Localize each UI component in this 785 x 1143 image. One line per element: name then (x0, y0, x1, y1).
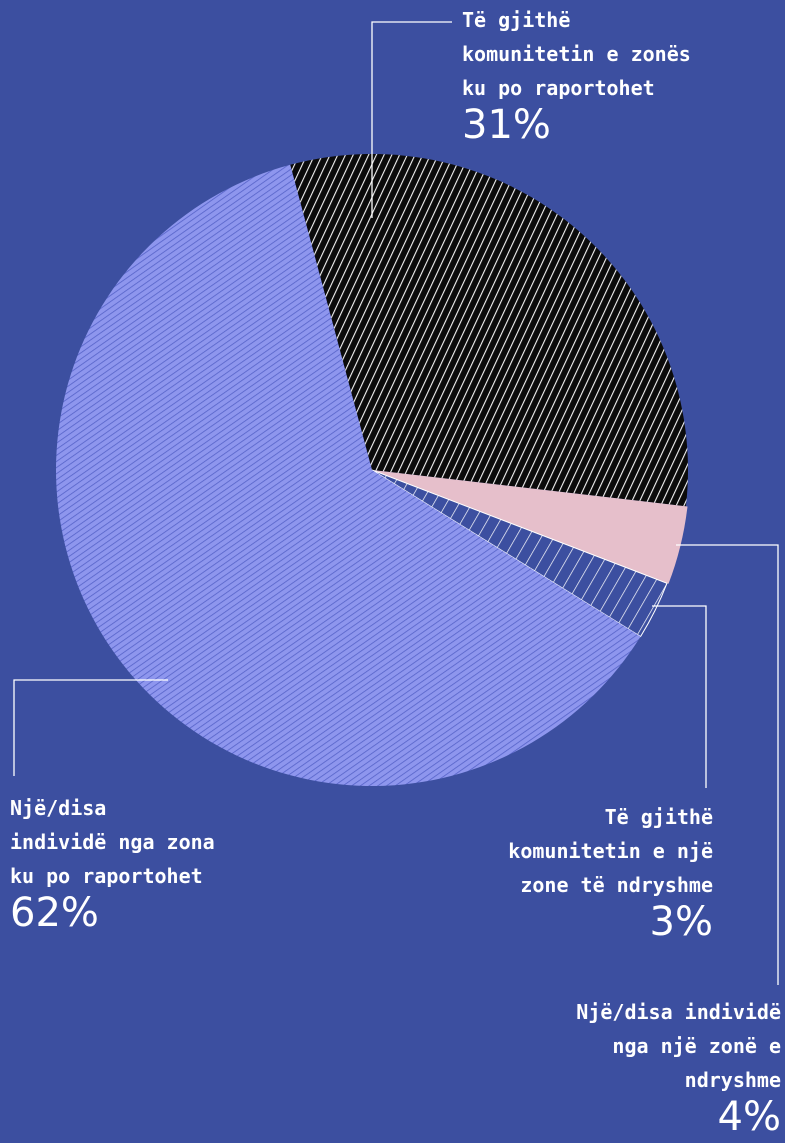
leader-individuals-local (13, 679, 168, 776)
pct-individuals-other: 4% (717, 1094, 781, 1140)
slice-individuals-local (56, 164, 641, 787)
leader-individuals-other (676, 544, 779, 985)
slice-community-other (371, 469, 668, 638)
label-community-other: Të gjithë komunitetin e një zone të ndry… (508, 805, 713, 945)
label-community-local: Të gjithë komunitetin e zonës ku po rapo… (462, 8, 691, 148)
leader-community-other (652, 605, 707, 788)
label-individuals-other: Një/disa individë nga një zonë e ndryshm… (576, 1000, 781, 1140)
slice-community-local (290, 154, 689, 507)
pct-individuals-local: 62% (10, 890, 99, 936)
pct-community-other: 3% (649, 899, 713, 945)
slice-individuals-other (372, 470, 688, 584)
label-individuals-local: Një/disa individë nga zona ku po raporto… (10, 796, 215, 936)
leader-community-local (371, 21, 452, 218)
pct-community-local: 31% (462, 102, 551, 148)
